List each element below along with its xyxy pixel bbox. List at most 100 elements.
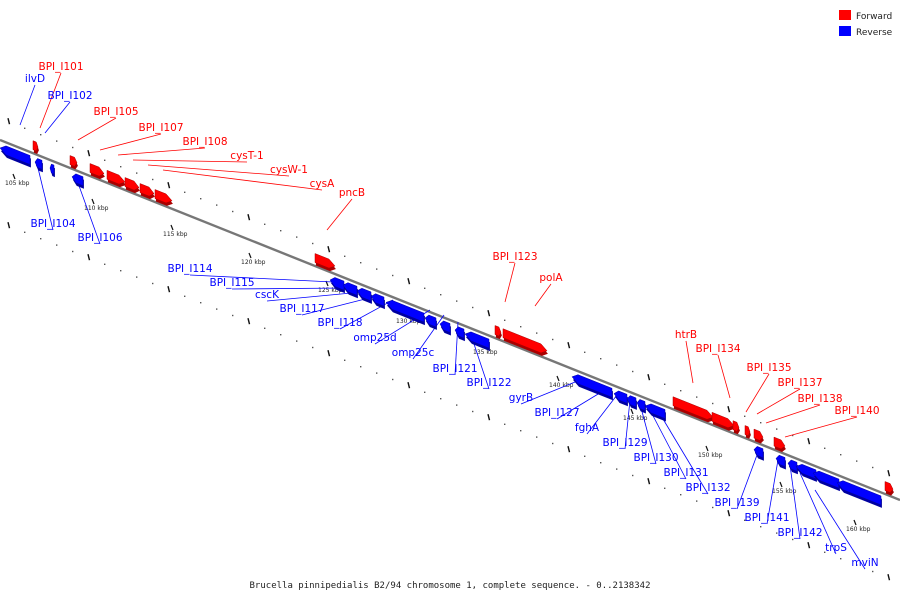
gene-label: BPI_I131 (663, 467, 708, 479)
gene-arrow (502, 328, 548, 354)
grid-dot (584, 351, 586, 353)
grid-tick (647, 374, 651, 381)
gene-label: BPI_I134 (695, 343, 740, 355)
leader-line (77, 182, 101, 245)
leader-line (586, 394, 618, 435)
grid-dot (552, 338, 554, 341)
gene-label: BPI_I122 (466, 377, 511, 389)
gene-label: pncB (339, 187, 365, 199)
grid-dot (760, 526, 762, 528)
grid-tick (167, 182, 171, 189)
grid-tick (887, 574, 891, 581)
leader-line (326, 198, 353, 231)
gene-label: BPI_I101 (38, 61, 83, 73)
gene-label: BPI_I123 (492, 251, 537, 263)
grid-tick (87, 254, 91, 261)
gene-label: BPI_I132 (685, 482, 730, 494)
grid-tick (327, 350, 331, 357)
grid-tick (247, 214, 251, 221)
gene-label: BPI_I138 (797, 393, 842, 405)
grid-dot (872, 570, 874, 573)
gene-arrow (644, 403, 666, 419)
legend-swatch-reverse (839, 26, 851, 36)
grid-dot (72, 146, 74, 149)
grid-dot (776, 532, 778, 534)
gene-arrow (439, 320, 451, 333)
grid-tick (487, 310, 491, 317)
tick-mark (705, 445, 709, 452)
gene-arrow (571, 374, 613, 398)
grid-dot (664, 383, 666, 385)
grid-tick (487, 414, 491, 421)
leader-line (132, 159, 248, 163)
tick-mark (630, 408, 634, 415)
gene-arrow (494, 325, 502, 337)
tick-label: 135 kbp (473, 349, 498, 356)
grid-dot (296, 340, 298, 342)
gene-arrow (0, 145, 31, 165)
gene-arrow (34, 158, 43, 170)
grid-dot (456, 404, 458, 406)
grid-dot (472, 306, 474, 309)
grid-dot (392, 378, 394, 381)
leader-line (649, 409, 687, 480)
grid-dot (424, 287, 426, 289)
grid-dot (232, 314, 234, 317)
gene-label: BPI_I108 (182, 136, 227, 148)
grid-tick (167, 286, 171, 293)
grid-dot (184, 295, 186, 297)
tick-label: 130 kbp (396, 318, 421, 325)
chromosome-axis (0, 138, 900, 502)
legend-reverse-label: Reverse (856, 28, 893, 38)
grid-dot (56, 244, 58, 246)
grid-dot (184, 191, 186, 193)
grid-dot (680, 390, 682, 392)
tick-label: 145 kbp (623, 415, 648, 422)
gene-label: cysT-1 (230, 150, 263, 162)
grid-tick (567, 446, 571, 453)
tick-mark (12, 173, 16, 180)
tick-label: 115 kbp (163, 231, 188, 238)
gene-label: fghA (575, 422, 600, 434)
gene-label: trpS (825, 542, 847, 554)
gene-arrow (139, 183, 155, 197)
leader-line (504, 262, 516, 303)
grid-dot (792, 434, 794, 437)
leader-line (231, 287, 349, 290)
gene-arrow (89, 163, 105, 177)
grid-dot (152, 178, 154, 181)
leader-line (412, 314, 445, 360)
grid-tick (7, 222, 11, 229)
leader-line (117, 147, 206, 156)
grid-dot (136, 172, 138, 174)
grid-dot (696, 396, 698, 398)
tick-mark (170, 224, 174, 231)
grid-tick (727, 406, 731, 413)
leader-line (784, 416, 858, 438)
gene-label: BPI_I105 (93, 106, 138, 118)
tick-layer: 105 kbp 110 kbp 115 kbp 120 kbp 125 kbp 130 k… (5, 173, 871, 533)
grid-dot (296, 236, 298, 238)
gene-label: BPI_I118 (317, 317, 362, 329)
grid-dot (616, 364, 618, 366)
tick-mark (248, 252, 252, 259)
tick-label: 160 kbp (846, 526, 871, 533)
gene-label: BPI_I142 (777, 527, 822, 539)
grid-dot (856, 460, 858, 462)
grid-tick (87, 150, 91, 157)
grid-dot (552, 442, 554, 445)
gene-label: BPI_I140 (834, 405, 879, 417)
grid-dot (600, 462, 602, 464)
gene-label: cscK (255, 289, 280, 301)
tick-mark (91, 198, 95, 205)
grid-dot (440, 294, 442, 296)
grid-dot (440, 398, 442, 400)
leader-line (685, 340, 694, 384)
leader-line (520, 379, 581, 405)
leader-line (162, 169, 323, 191)
gene-arrow (753, 446, 764, 459)
gene-label: BPI_I114 (167, 263, 212, 275)
